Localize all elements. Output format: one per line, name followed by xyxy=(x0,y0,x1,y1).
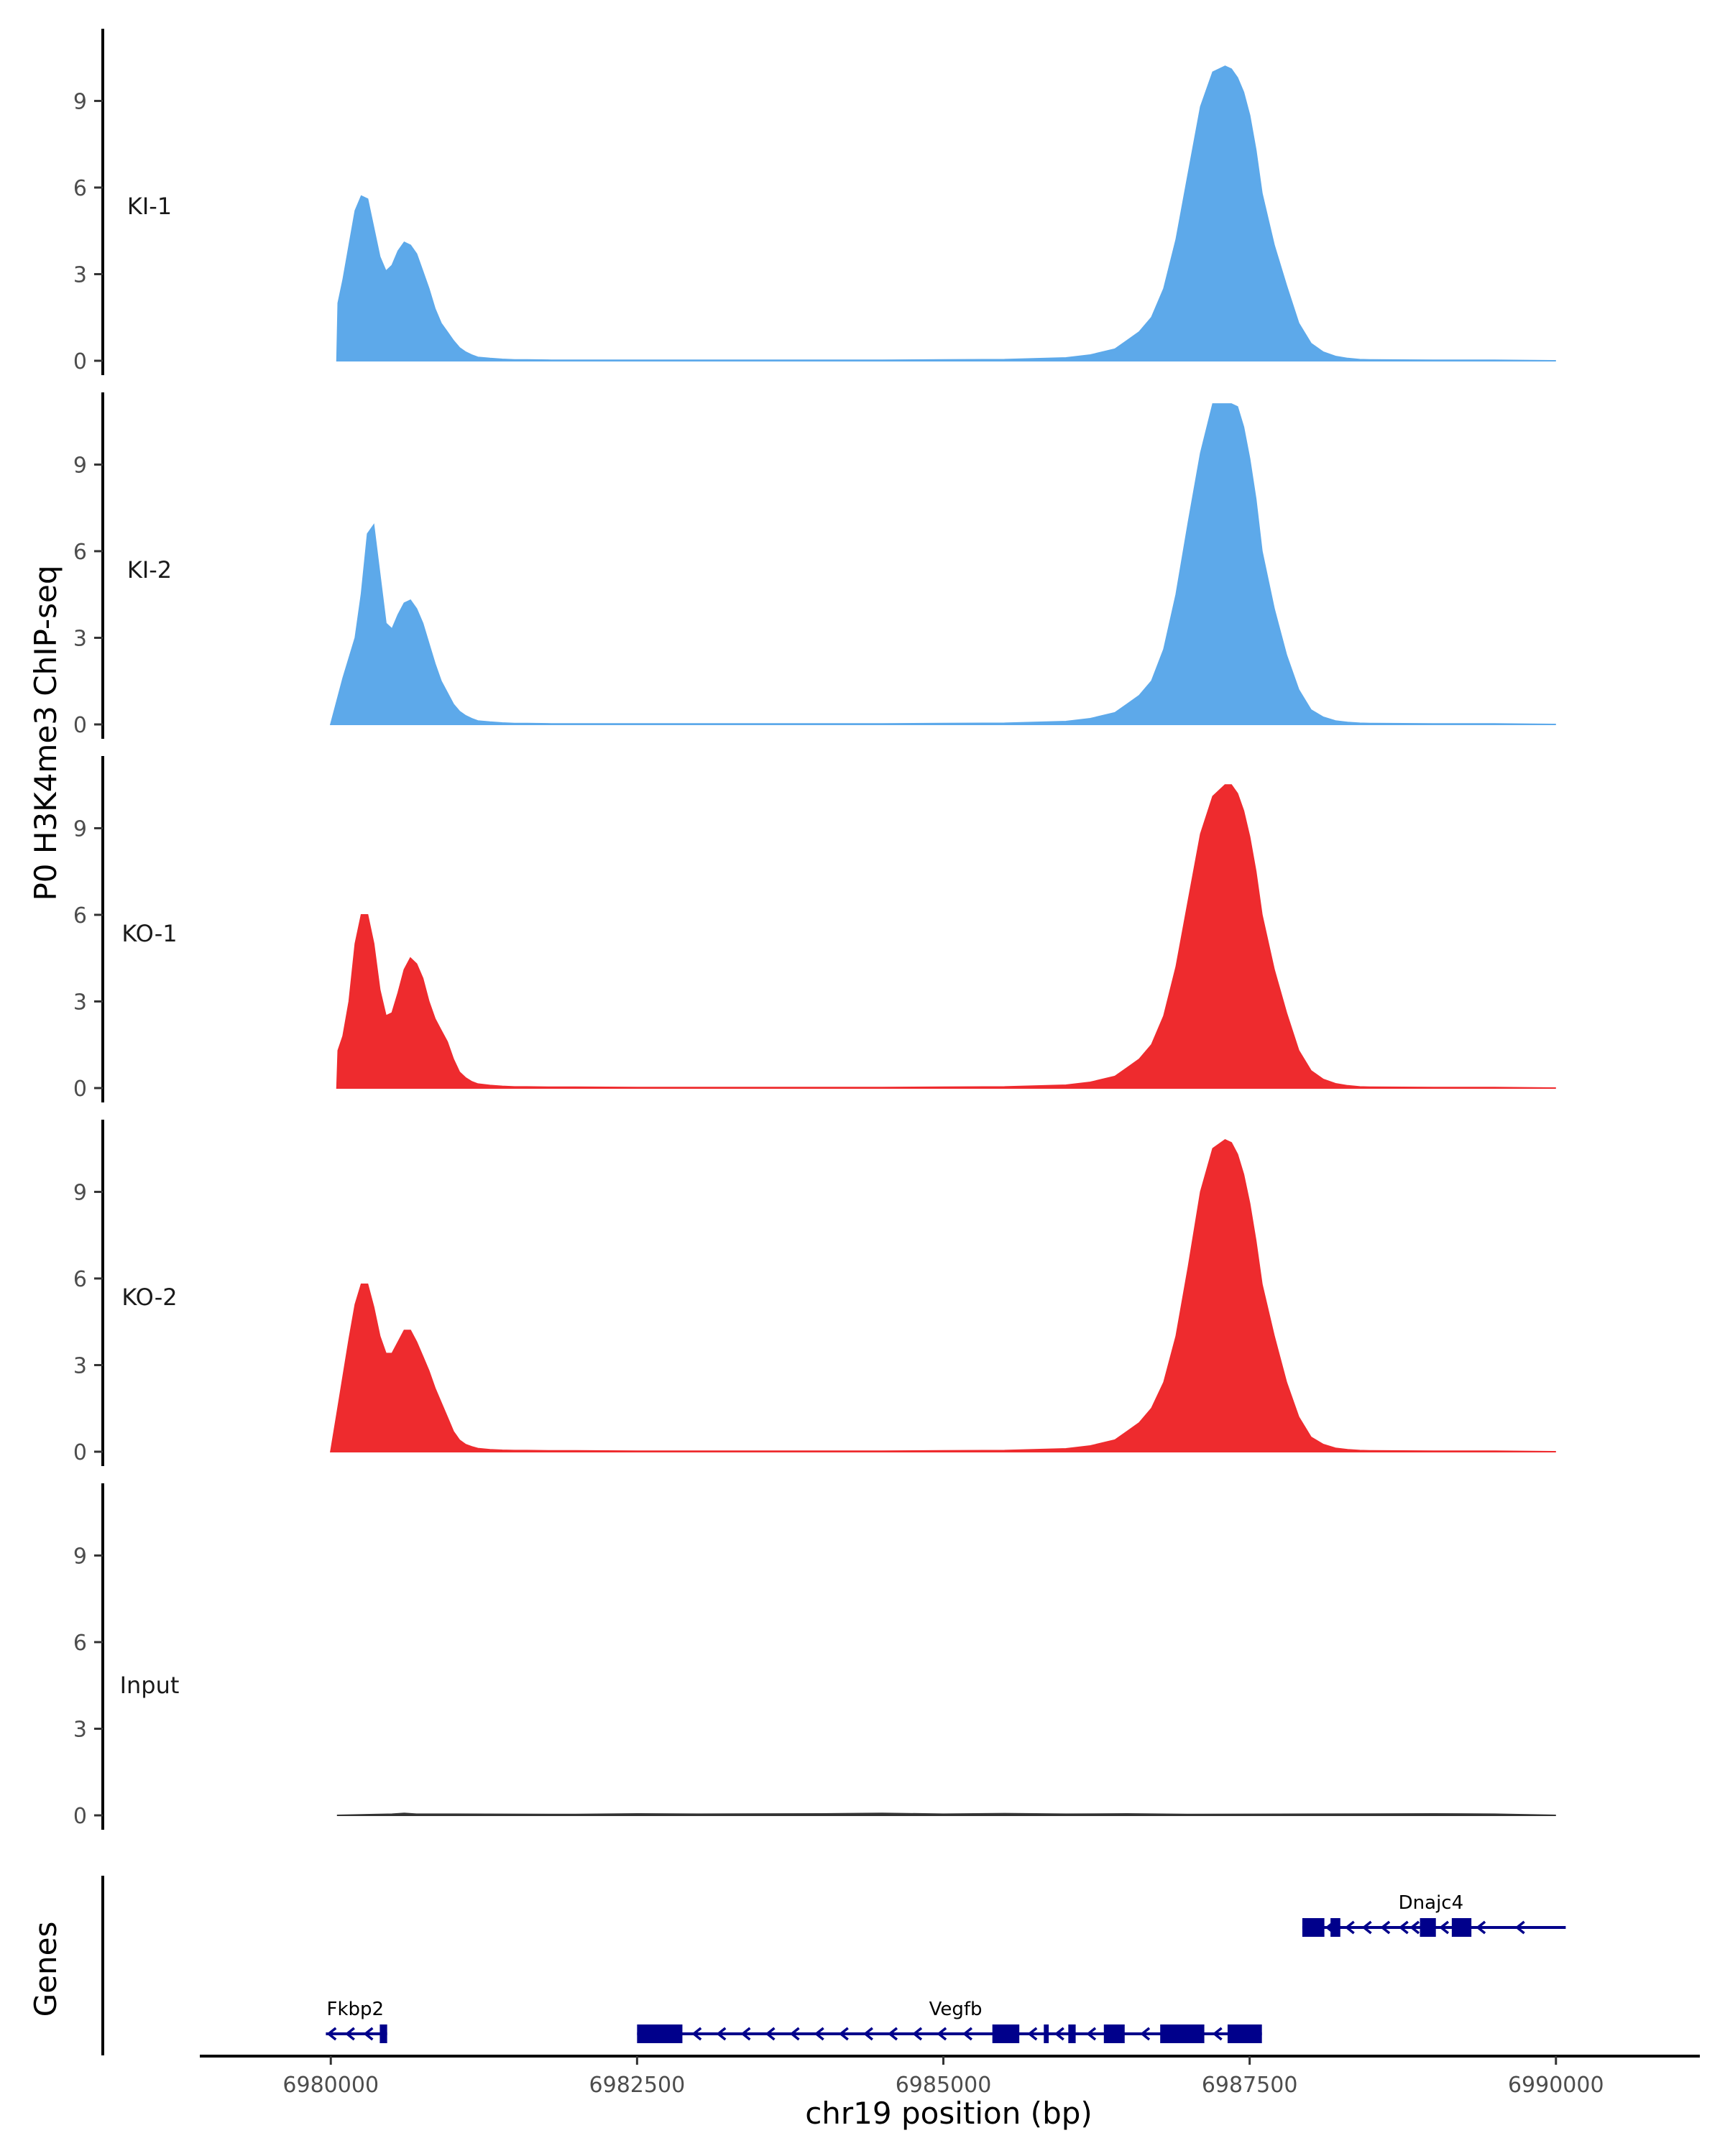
y-tick-label: 0 xyxy=(73,713,87,738)
gene-fkbp2: Fkbp2 xyxy=(326,1999,387,2043)
strand-arrow xyxy=(1439,1920,1450,1935)
track-ki-2: 0 3 6 9 KI-2 xyxy=(73,392,1556,739)
strand-arrow xyxy=(1409,1920,1420,1935)
y-tick-label: 6 xyxy=(73,1631,87,1656)
exon xyxy=(1420,1918,1436,1937)
track-label: KO-2 xyxy=(121,1284,177,1311)
strand-arrow xyxy=(716,2027,727,2041)
strand-arrow xyxy=(765,2027,776,2041)
y-tick-label: 9 xyxy=(73,89,87,114)
track-ko-1: 0 3 6 9 KO-1 xyxy=(73,756,1556,1102)
strand-arrow xyxy=(789,2027,800,2041)
exon xyxy=(992,2024,1020,2043)
strand-arrow xyxy=(912,2027,923,2041)
genes-axis-title: Genes xyxy=(28,1922,63,2017)
track-label: KI-2 xyxy=(127,556,172,584)
track-area xyxy=(336,65,1556,361)
exon xyxy=(637,2024,683,2043)
strand-arrow xyxy=(691,2027,702,2041)
y-tick-label: 0 xyxy=(73,1077,87,1102)
strand-arrow xyxy=(1027,2027,1038,2041)
strand-arrow xyxy=(326,2027,337,2041)
track-label: Input xyxy=(120,1672,180,1699)
y-tick-label: 3 xyxy=(73,1717,87,1742)
strand-arrow xyxy=(838,2027,849,2041)
x-axis: 6980000 6982500 6985000 6987500 6990000 xyxy=(200,2055,1700,2098)
gene-label: Fkbp2 xyxy=(327,1999,385,2020)
y-axis-title: P0 H3K4me3 ChIP-seq xyxy=(28,565,63,900)
strand-arrow xyxy=(962,2027,972,2041)
track-label: KO-1 xyxy=(121,920,177,947)
strand-arrow xyxy=(740,2027,751,2041)
strand-arrow xyxy=(1514,1920,1525,1935)
strand-arrow xyxy=(863,2027,873,2041)
gene-vegfb: Vegfb xyxy=(637,1999,1262,2043)
y-tick-label: 9 xyxy=(73,1544,87,1569)
track-area xyxy=(336,784,1556,1089)
y-tick-label: 6 xyxy=(73,176,87,201)
strand-arrow xyxy=(1361,1920,1372,1935)
y-tick-label: 3 xyxy=(73,262,87,287)
x-tick-label: 6980000 xyxy=(282,2073,379,2098)
y-tick-label: 3 xyxy=(73,626,87,651)
strand-arrow xyxy=(937,2027,947,2041)
strand-arrow xyxy=(1476,1920,1486,1935)
gene-label: Dnajc4 xyxy=(1399,1892,1464,1914)
x-tick-label: 6987500 xyxy=(1202,2073,1298,2098)
exon xyxy=(1330,1918,1340,1937)
exon xyxy=(1044,2024,1049,2043)
strand-arrow xyxy=(1380,1920,1391,1935)
x-tick-label: 6990000 xyxy=(1508,2073,1604,2098)
exon xyxy=(1068,2024,1076,2043)
track-label: KI-1 xyxy=(127,193,172,220)
y-tick-label: 6 xyxy=(73,903,87,929)
y-tick-label: 9 xyxy=(73,1180,87,1205)
gene-label: Vegfb xyxy=(929,1999,983,2020)
strand-arrow xyxy=(888,2027,898,2041)
exon xyxy=(1302,1918,1325,1937)
track-area xyxy=(330,1138,1556,1452)
track-area xyxy=(329,403,1556,725)
y-tick-label: 0 xyxy=(73,1804,87,1829)
genes-group: Fkbp2 Vegfb Dnajc4 xyxy=(101,1876,1566,2055)
exon xyxy=(1103,2024,1125,2043)
y-tick-label: 0 xyxy=(73,1440,87,1465)
y-tick-label: 0 xyxy=(73,349,87,374)
strand-arrow xyxy=(1140,2027,1151,2041)
track-ki-1: 0 3 6 9 KI-1 xyxy=(73,29,1556,375)
y-tick-label: 9 xyxy=(73,816,87,842)
strand-arrow xyxy=(1212,2027,1223,2041)
strand-arrow xyxy=(1344,1920,1355,1935)
strand-arrow xyxy=(814,2027,824,2041)
track-area xyxy=(336,1812,1556,1816)
exon xyxy=(1227,2024,1262,2043)
strand-arrow xyxy=(1086,2027,1097,2041)
strand-arrow xyxy=(344,2027,355,2041)
exon xyxy=(380,2024,387,2043)
x-tick-label: 6985000 xyxy=(896,2073,992,2098)
y-tick-label: 3 xyxy=(73,1353,87,1378)
y-tick-label: 3 xyxy=(73,990,87,1015)
strand-arrow xyxy=(1398,1920,1409,1935)
track-ko-2: 0 3 6 9 KO-2 xyxy=(73,1120,1556,1466)
exon xyxy=(1451,1918,1472,1937)
exon xyxy=(1160,2024,1205,2043)
x-axis-title: chr19 position (bp) xyxy=(805,2096,1092,2131)
track-input: 0 3 6 9 Input xyxy=(73,1483,1556,1830)
tracks-group: 0 3 6 9 KI-1 0 3 6 9 KI-2 0 3 6 9 KO-1 0 3 6 9 KO-2 0 3 6 9 Inpu… xyxy=(73,29,1556,1830)
x-tick-label: 6982500 xyxy=(589,2073,686,2098)
strand-arrow xyxy=(363,2027,374,2041)
y-tick-label: 6 xyxy=(73,1267,87,1292)
strand-arrow xyxy=(1054,2027,1064,2041)
y-tick-label: 6 xyxy=(73,540,87,565)
y-tick-label: 9 xyxy=(73,453,87,478)
gene-dnajc4: Dnajc4 xyxy=(1302,1892,1566,1937)
